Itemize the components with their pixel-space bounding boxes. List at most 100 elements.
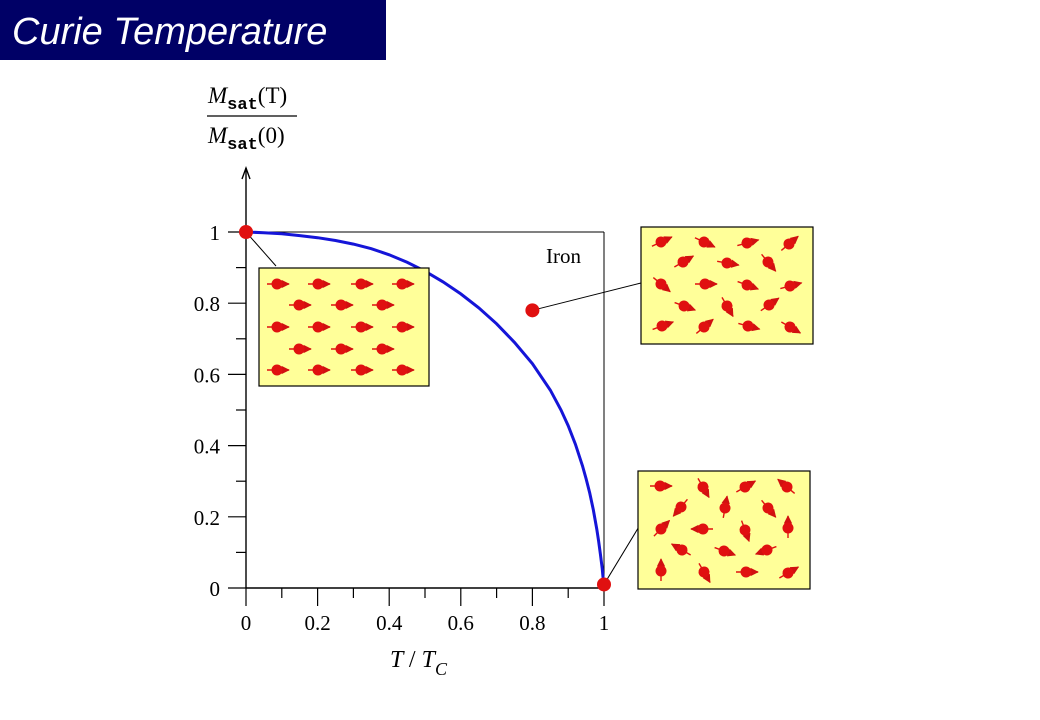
spin-dot [782,567,794,579]
spin-arrow [737,237,760,249]
spin-dot [739,481,751,493]
spin-dot [762,256,774,268]
spin-dot [718,545,730,557]
spin-dot [782,522,794,534]
spin-arrow [698,562,711,584]
spin-inset [637,470,811,590]
spin-arrow [308,321,331,333]
magnetization-curve [245,230,606,589]
spin-dot [698,236,710,248]
y-tick-label: 0.2 [194,506,220,530]
spin-dot [739,524,751,536]
spin-arrow [331,343,354,355]
spin-arrow [650,480,673,492]
highlight-point [525,303,540,318]
spin-arrow [739,520,751,543]
spin-arrow [653,519,671,537]
spin-arrow [738,320,761,332]
spin-dot [763,299,775,311]
spin-arrow [777,478,796,494]
spin-arrow-shaft [674,301,697,312]
spin-dot [293,343,305,355]
spin-arrow [289,343,312,355]
spin-dot [335,299,347,311]
spin-arrow [652,320,675,332]
spin-arrow-shaft [714,546,737,557]
inset-connector [532,282,642,311]
spin-dot [271,364,283,376]
spin-dot [781,481,793,493]
spin-arrow [721,296,734,318]
spin-arrow [754,544,777,556]
slide-title: Curie Temperature [12,11,328,53]
spin-arrow [782,515,794,538]
spin-dot [740,566,752,578]
spin-dot [762,502,774,514]
spin-arrow-shaft [717,259,740,268]
spin-dot [721,257,733,269]
x-tick-label: 0.8 [519,611,545,635]
spin-arrow [267,364,290,376]
spin-arrow [690,523,713,535]
y-axis-arrow [241,165,251,180]
spin-arrow [673,255,695,268]
highlight-point [597,577,611,592]
spin-dot [376,299,388,311]
spin-dot [721,300,733,312]
x-tick-label: 1 [599,611,610,635]
spin-dot [719,502,731,514]
spin-dot [396,364,408,376]
spin-arrow [778,566,800,579]
spin-arrow [351,278,374,290]
spin-dot [698,321,710,333]
spin-dot [655,523,667,535]
spin-arrow [695,278,718,290]
spin-dot [783,238,795,250]
spin-dot [677,256,689,268]
spin-arrow [697,477,710,499]
inset-connector [245,231,277,267]
spin-dot [293,299,305,311]
spin-arrow [331,299,354,311]
spin-arrow [655,558,667,581]
spin-arrow [308,364,331,376]
spin-dot [761,544,773,556]
x-tick-label: 0.4 [376,611,403,635]
inset-connector [603,524,641,585]
spin-arrow-shaft [697,477,710,499]
spin-dot [697,523,709,535]
spin-dot [335,343,347,355]
spin-dot [784,321,796,333]
spin-arrow [392,278,415,290]
y-tick-label: 0.4 [194,435,221,459]
spin-dot [312,278,324,290]
spin-dot [271,278,283,290]
spin-dot [656,320,668,332]
spin-dot [741,237,753,249]
spin-dot [396,321,408,333]
slide-title-bar: Curie Temperature [0,0,386,60]
spin-arrow [351,321,374,333]
spin-arrow [372,343,395,355]
spin-dot [655,278,667,290]
x-tick-label: 0.2 [304,611,330,635]
highlight-point [239,225,253,239]
spin-arrow [651,236,673,248]
spin-arrow [392,321,415,333]
spin-dot [376,343,388,355]
spin-arrow [694,236,716,248]
spin-arrow [674,300,697,312]
y-tick-label: 1 [210,221,221,245]
spin-arrow [737,279,760,291]
spin-arrow [736,566,759,578]
spin-dot [742,320,754,332]
spin-arrow [392,364,415,376]
spin-arrow-shaft [721,296,734,318]
spin-dot [312,364,324,376]
y-tick-label: 0 [210,577,221,601]
spin-dot [655,236,667,248]
spin-arrow [735,480,757,493]
spin-arrow [308,278,331,290]
spin-arrow [760,297,780,312]
